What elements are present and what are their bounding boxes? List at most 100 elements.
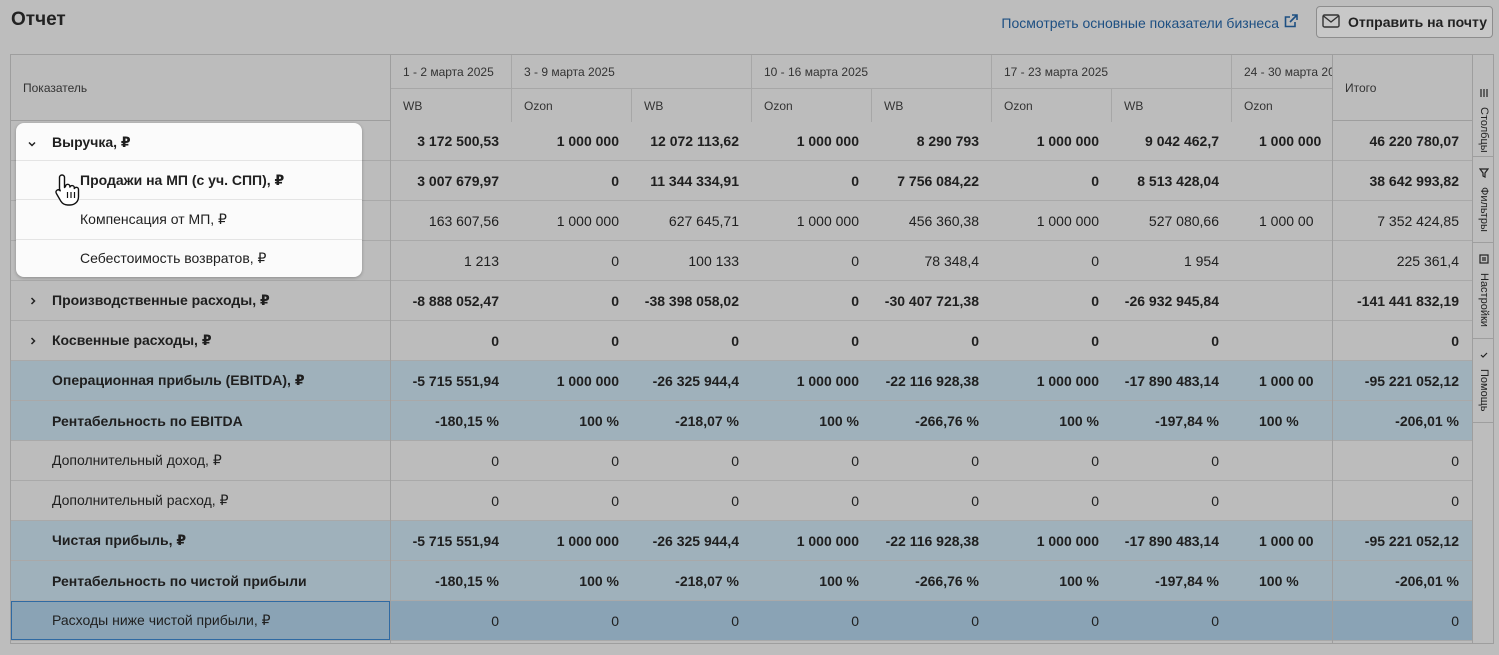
- value-cell[interactable]: 0: [491, 452, 499, 469]
- chevron-right-icon[interactable]: [27, 335, 39, 347]
- value-cell[interactable]: 1 000 000: [556, 132, 619, 149]
- business-metrics-link[interactable]: Посмотреть основные показатели бизнеса: [1001, 13, 1299, 32]
- row-label-additional-income[interactable]: Дополнительный доход, ₽: [11, 441, 390, 481]
- value-cell[interactable]: -22 116 928,38: [885, 372, 979, 389]
- marketplace-header[interactable]: WB: [1111, 89, 1231, 122]
- total-cell-additional-income[interactable]: 0: [1333, 441, 1472, 481]
- value-cell[interactable]: 0: [611, 172, 619, 189]
- send-email-button[interactable]: Отправить на почту: [1316, 6, 1493, 38]
- value-cell[interactable]: 0: [971, 612, 979, 629]
- value-cell[interactable]: 0: [611, 332, 619, 349]
- value-cell[interactable]: -5 715 551,94: [412, 372, 499, 389]
- value-cell[interactable]: [1231, 241, 1332, 280]
- chevron-down-icon[interactable]: [27, 136, 39, 148]
- value-cell[interactable]: -38 398 058,02: [644, 292, 739, 309]
- value-cell[interactable]: -218,07 %: [675, 572, 739, 589]
- total-cell-mp-sales[interactable]: 38 642 993,82: [1333, 161, 1472, 201]
- value-cell[interactable]: -5 715 551,94: [412, 532, 499, 549]
- row-label-below-net-expenses[interactable]: Расходы ниже чистой прибыли, ₽: [11, 601, 390, 641]
- value-cell[interactable]: 0: [491, 612, 499, 629]
- value-cell[interactable]: 1 000 000: [796, 372, 859, 389]
- value-cell[interactable]: 0: [851, 612, 859, 629]
- row-label-ebitda[interactable]: Операционная прибыль (EBITDA), ₽: [11, 361, 390, 401]
- value-cell[interactable]: 0: [1091, 332, 1099, 349]
- row-label-additional-expense[interactable]: Дополнительный расход, ₽: [11, 481, 390, 521]
- value-cell[interactable]: 527 080,66: [1148, 212, 1219, 229]
- value-cell[interactable]: -180,15 %: [435, 572, 499, 589]
- value-cell[interactable]: 0: [971, 332, 979, 349]
- value-cell[interactable]: -26 932 945,84: [1124, 292, 1219, 309]
- period-columns[interactable]: 1 - 2 марта 2025 3 - 9 марта 2025 10 - 1…: [391, 55, 1332, 643]
- value-cell[interactable]: 0: [491, 332, 499, 349]
- value-cell[interactable]: 0: [1211, 452, 1219, 469]
- value-cell[interactable]: 456 360,38: [908, 212, 979, 229]
- value-cell[interactable]: 0: [731, 332, 739, 349]
- period-header[interactable]: 1 - 2 марта 2025: [403, 64, 494, 79]
- value-cell[interactable]: 1 000 000: [1036, 372, 1099, 389]
- value-cell[interactable]: 0: [851, 332, 859, 349]
- value-cell[interactable]: -180,15 %: [435, 412, 499, 429]
- value-cell[interactable]: 0: [731, 452, 739, 469]
- value-cell[interactable]: 0: [971, 492, 979, 509]
- value-cell[interactable]: 1 000 00: [1259, 212, 1314, 229]
- row-label-net-profit[interactable]: Чистая прибыль, ₽: [11, 521, 390, 561]
- tab-settings[interactable]: Настройки: [1473, 243, 1493, 339]
- value-cell[interactable]: 1 000 000: [1036, 532, 1099, 549]
- value-cell[interactable]: 3 007 679,97: [417, 172, 499, 189]
- chevron-right-icon[interactable]: [27, 295, 39, 307]
- marketplace-header[interactable]: Ozon: [751, 89, 871, 122]
- total-cell-net-margin[interactable]: -206,01 %: [1333, 561, 1472, 601]
- tab-help[interactable]: Помощь: [1473, 339, 1493, 423]
- period-header[interactable]: 24 - 30 марта 2025: [1231, 55, 1332, 88]
- value-cell[interactable]: 627 645,71: [668, 212, 739, 229]
- value-cell[interactable]: 1 000 000: [556, 372, 619, 389]
- popover-row-returns-cost[interactable]: Себестоимость возвратов, ₽: [16, 239, 362, 277]
- value-cell[interactable]: [1231, 161, 1332, 200]
- value-cell[interactable]: 78 348,4: [924, 252, 980, 269]
- value-cell[interactable]: 0: [611, 452, 619, 469]
- value-cell[interactable]: 100 %: [1059, 572, 1099, 589]
- value-cell[interactable]: 9 042 462,7: [1145, 132, 1219, 149]
- value-cell[interactable]: 100 %: [1259, 412, 1299, 429]
- value-cell[interactable]: 100 %: [579, 412, 619, 429]
- popover-row-revenue[interactable]: Выручка, ₽: [16, 123, 362, 161]
- row-label-net-margin[interactable]: Рентабельность по чистой прибыли: [11, 561, 390, 601]
- value-cell[interactable]: -22 116 928,38: [885, 532, 979, 549]
- value-cell[interactable]: 1 213: [463, 252, 499, 269]
- value-cell[interactable]: 8 513 428,04: [1137, 172, 1219, 189]
- value-cell[interactable]: -197,84 %: [1155, 572, 1219, 589]
- value-cell[interactable]: 1 000 00: [1259, 532, 1314, 549]
- value-cell[interactable]: -26 325 944,4: [652, 372, 739, 389]
- value-cell[interactable]: 0: [1091, 252, 1099, 269]
- value-cell[interactable]: [1231, 441, 1332, 480]
- total-cell-ebitda-margin[interactable]: -206,01 %: [1333, 401, 1472, 441]
- value-cell[interactable]: 1 000 000: [796, 212, 859, 229]
- value-cell[interactable]: 1 000 000: [796, 132, 859, 149]
- value-cell[interactable]: 7 756 084,22: [897, 172, 979, 189]
- value-cell[interactable]: 100 133: [688, 252, 739, 269]
- value-cell[interactable]: 11 344 334,91: [650, 172, 739, 189]
- marketplace-header[interactable]: WB: [403, 98, 423, 113]
- row-label-indirect-expenses[interactable]: Косвенные расходы, ₽: [11, 321, 390, 361]
- indicator-header[interactable]: Показатель: [11, 55, 390, 121]
- value-cell[interactable]: [1231, 321, 1332, 360]
- value-cell[interactable]: 0: [491, 492, 499, 509]
- total-cell-below-net-expenses[interactable]: 0: [1333, 601, 1472, 641]
- value-cell[interactable]: 1 000 000: [1036, 212, 1099, 229]
- period-header[interactable]: 17 - 23 марта 2025: [991, 55, 1231, 88]
- value-cell[interactable]: 0: [851, 172, 859, 189]
- total-header[interactable]: Итого: [1333, 55, 1472, 121]
- value-cell[interactable]: -30 407 721,38: [884, 292, 979, 309]
- row-label-ebitda-margin[interactable]: Рентабельность по EBITDA: [11, 401, 390, 441]
- value-cell[interactable]: -266,76 %: [915, 572, 979, 589]
- value-cell[interactable]: 100 %: [1259, 572, 1299, 589]
- value-cell[interactable]: 0: [851, 492, 859, 509]
- value-cell[interactable]: 0: [611, 492, 619, 509]
- value-cell[interactable]: 1 000 00: [1259, 372, 1314, 389]
- value-cell[interactable]: -17 890 483,14: [1124, 372, 1219, 389]
- value-cell[interactable]: -197,84 %: [1155, 412, 1219, 429]
- value-cell[interactable]: -8 888 052,47: [412, 292, 499, 309]
- value-cell[interactable]: 100 %: [1059, 412, 1099, 429]
- value-cell[interactable]: 0: [731, 492, 739, 509]
- value-cell[interactable]: -266,76 %: [915, 412, 979, 429]
